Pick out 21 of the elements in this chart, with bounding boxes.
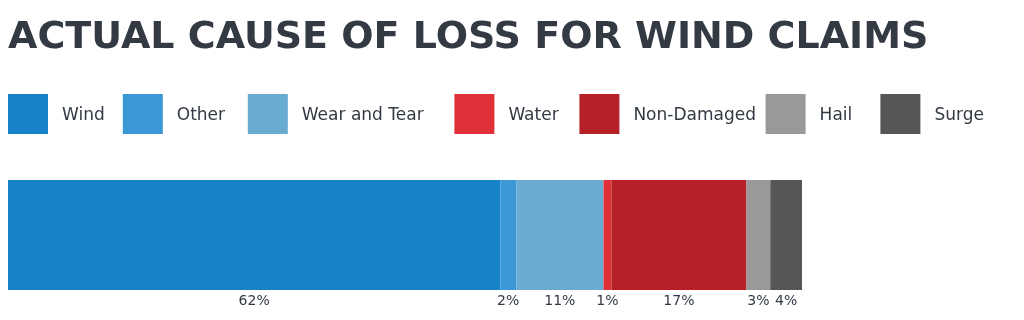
legend-label: Wear and Tear <box>301 104 424 124</box>
bar <box>516 180 604 290</box>
chart-title: ACTUAL CAUSE OF LOSS FOR WIND CLAIMS <box>8 13 929 57</box>
legend-label: Hail <box>819 104 853 124</box>
data-label: 62% <box>238 292 270 308</box>
bar <box>611 180 747 290</box>
legend-label: Wind <box>62 104 105 124</box>
legend-label: Water <box>508 104 559 124</box>
bar <box>8 180 501 290</box>
data-label: 17% <box>663 292 695 308</box>
legend-label: Other <box>176 104 226 124</box>
data-label: 11% <box>544 292 576 308</box>
legend-label: Non-Damaged <box>633 104 756 124</box>
bar <box>770 180 802 290</box>
bar <box>746 180 771 290</box>
data-label: 3% <box>747 292 770 308</box>
bar <box>500 180 517 290</box>
data-label: 4% <box>775 292 798 308</box>
data-label: 1% <box>596 292 619 308</box>
data-label: 2% <box>497 292 520 308</box>
legend-label: Surge <box>934 104 984 124</box>
